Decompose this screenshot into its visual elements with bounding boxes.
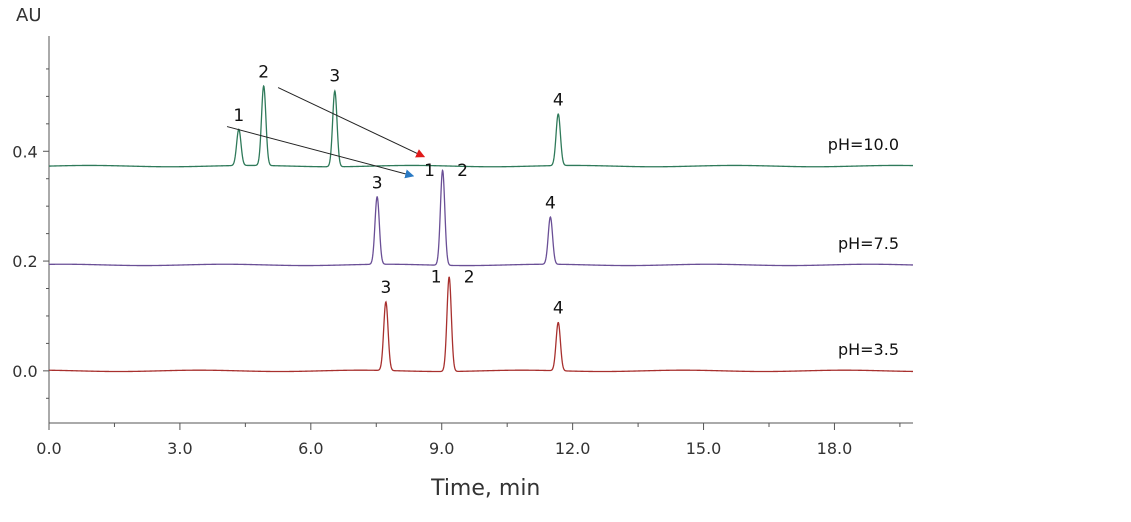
trace-line [49,168,914,267]
peak-label: 1 [424,161,435,181]
x-tick-label: 0.0 [36,439,61,458]
x-tick-label: 3.0 [167,439,192,458]
trace-line [48,84,913,168]
peak-label: 4 [553,90,564,110]
axes-layer: 0.0 3.0 6.0 9.0 12.0 15.0 18.0 0.0 0.2 0.4 Time, m… [12,5,913,501]
y-tick-label: 0.2 [12,252,37,271]
x-tick-label: 12.0 [555,439,591,458]
trace-label: pH=3.5 [838,340,899,359]
x-tick-label: 18.0 [817,439,853,458]
x-axis-title: Time, min [430,476,540,501]
shift-arrow [277,87,426,158]
y-tick-label: 0.0 [12,362,37,381]
x-tick-label: 15.0 [686,439,722,458]
peak-label: 4 [545,194,556,214]
peak-label: 2 [464,267,475,287]
peak-label: 3 [329,66,340,86]
annotations-layer [226,87,426,179]
labels-layer: pH=10.0 1 2 3 4 pH=7.5 3 1 2 4 pH=3.5 3 1 2 4 [233,63,899,359]
peak-label: 2 [258,63,269,83]
peak-label: 4 [553,299,564,319]
peak-label: 3 [380,278,391,298]
shift-arrow [226,126,415,179]
trace-line [48,276,914,373]
y-axis-title: AU [16,5,42,26]
x-tick-label: 6.0 [298,439,323,458]
trace-label: pH=7.5 [838,234,899,253]
x-tick-label: 9.0 [429,439,454,458]
peak-label: 2 [457,161,468,181]
traces-layer [48,84,914,373]
y-tick-label: 0.4 [12,142,37,161]
peak-label: 1 [431,267,442,287]
trace-label: pH=10.0 [828,135,899,154]
peak-label: 3 [372,173,383,193]
peak-label: 1 [233,106,244,126]
